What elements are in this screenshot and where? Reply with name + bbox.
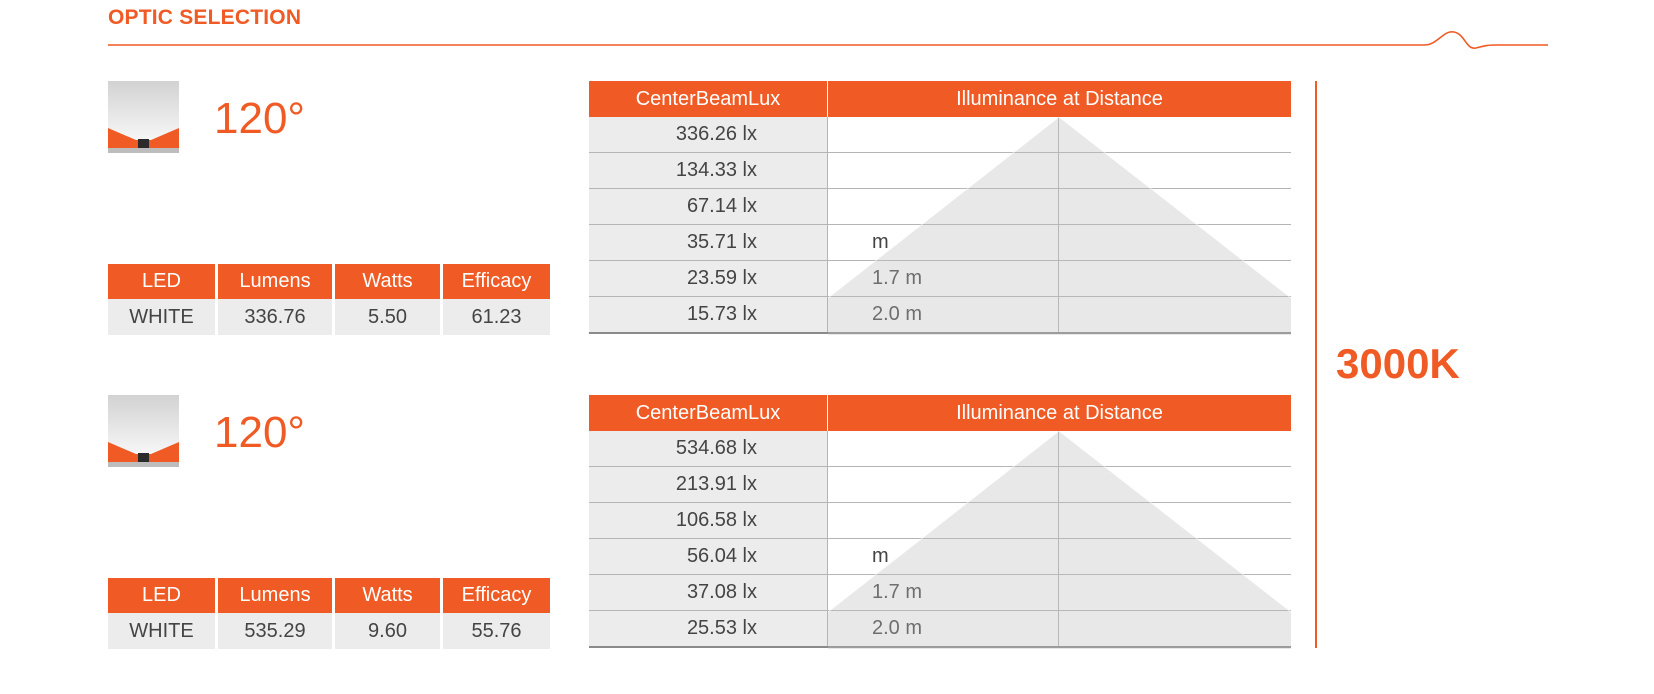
distance-value: m [827, 538, 1059, 575]
lux-value: 35.71 lx [589, 224, 828, 261]
header-illuminance-at-distance: Illuminance at Distance [827, 81, 1291, 117]
lux-value: 37.08 lx [589, 574, 828, 611]
spec-table: LED Lumens Watts Efficacy WHITE 535.29 9… [105, 578, 553, 649]
illuminance-table: CenterBeamLux Illuminance at Distance 33… [589, 81, 1291, 334]
optic-beam-icon [108, 395, 179, 468]
spec-watts: 5.50 [335, 299, 440, 335]
spec-header-led: LED [108, 264, 215, 299]
empty-cell [1058, 431, 1291, 467]
empty-cell [1058, 224, 1291, 261]
spec-led: WHITE [108, 299, 215, 335]
beam-angle: 120° [214, 408, 306, 457]
distance-value: 1.7 m [827, 574, 1059, 611]
lux-value: 213.91 lx [589, 466, 828, 503]
color-temperature-label: 3000K [1336, 340, 1460, 387]
lux-value: 23.59 lx [589, 260, 828, 297]
optic-block-2: 120° LED Lumens Watts Efficacy WHITE 535… [0, 314, 1654, 649]
spec-lumens: 336.76 [218, 299, 332, 335]
lux-value: 25.53 lx [589, 610, 828, 648]
illuminance-table-wrap: CenterBeamLux Illuminance at Distance 33… [589, 81, 1291, 335]
distance-value: 1.7 m [827, 260, 1059, 297]
lux-value: 15.73 lx [589, 296, 828, 334]
spec-header-lumens: Lumens [218, 264, 332, 299]
lux-value: 67.14 lx [589, 188, 828, 225]
spec-watts: 9.60 [335, 613, 440, 649]
distance-value [827, 431, 1059, 467]
empty-cell [1058, 152, 1291, 189]
header-illuminance-at-distance: Illuminance at Distance [827, 395, 1291, 431]
spec-header-efficacy: Efficacy [443, 578, 550, 613]
spec-header-lumens: Lumens [218, 578, 332, 613]
optic-block-1: 120° LED Lumens Watts Efficacy WHITE 336… [0, 0, 1654, 335]
lux-value: 56.04 lx [589, 538, 828, 575]
empty-cell [1058, 296, 1291, 334]
spec-header-led: LED [108, 578, 215, 613]
empty-cell [1058, 260, 1291, 297]
optic-beam-icon [108, 81, 179, 154]
empty-cell [1058, 466, 1291, 503]
distance-value [827, 502, 1059, 539]
spec-efficacy: 61.23 [443, 299, 550, 335]
spec-led: WHITE [108, 613, 215, 649]
vertical-divider [1315, 81, 1317, 648]
empty-cell [1058, 117, 1291, 153]
distance-value [827, 152, 1059, 189]
illuminance-table: CenterBeamLux Illuminance at Distance 53… [589, 395, 1291, 648]
distance-value [827, 188, 1059, 225]
empty-cell [1058, 538, 1291, 575]
distance-value: 2.0 m [827, 296, 1059, 334]
distance-value [827, 466, 1059, 503]
lux-value: 106.58 lx [589, 502, 828, 539]
spec-header-efficacy: Efficacy [443, 264, 550, 299]
distance-value [827, 117, 1059, 153]
empty-cell [1058, 502, 1291, 539]
lux-value: 336.26 lx [589, 117, 828, 153]
illuminance-table-wrap: CenterBeamLux Illuminance at Distance 53… [589, 395, 1291, 649]
empty-cell [1058, 574, 1291, 611]
spec-header-watts: Watts [335, 578, 440, 613]
lux-value: 534.68 lx [589, 431, 828, 467]
lux-value: 134.33 lx [589, 152, 828, 189]
header-center-beam-lux: CenterBeamLux [589, 81, 828, 117]
spec-efficacy: 55.76 [443, 613, 550, 649]
page-title: OPTIC SELECTION [108, 6, 302, 29]
distance-value: m [827, 224, 1059, 261]
distance-value: 2.0 m [827, 610, 1059, 648]
spec-table: LED Lumens Watts Efficacy WHITE 336.76 5… [105, 264, 553, 335]
beam-angle: 120° [214, 94, 306, 143]
title-divider [108, 31, 1548, 49]
empty-cell [1058, 188, 1291, 225]
header-center-beam-lux: CenterBeamLux [589, 395, 828, 431]
spec-header-watts: Watts [335, 264, 440, 299]
empty-cell [1058, 610, 1291, 648]
spec-lumens: 535.29 [218, 613, 332, 649]
